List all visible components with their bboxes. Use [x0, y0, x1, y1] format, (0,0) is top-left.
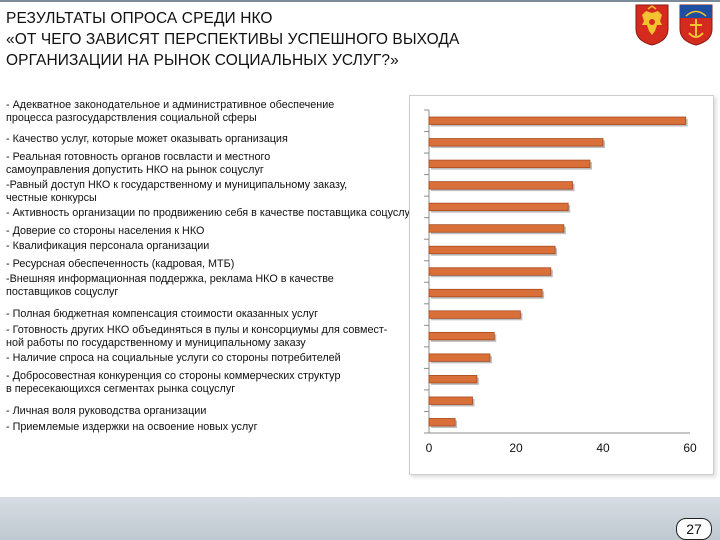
bar — [428, 138, 604, 147]
category-label-line: ной работы по государственному и муницип… — [6, 336, 306, 349]
bar — [428, 202, 569, 212]
bar — [428, 245, 556, 255]
footer-bar — [0, 497, 720, 540]
bar — [428, 375, 478, 384]
category-label-line: поставщиков соцуслуг — [6, 285, 119, 298]
category-label: - Активность организации по продвижению … — [6, 207, 454, 220]
category-label-line: в пересекающихся сегментах рынка соцуслу… — [6, 382, 236, 395]
category-label-line: честные конкурсы — [6, 191, 97, 204]
bar — [428, 267, 552, 276]
title-line-3: ОРГАНИЗАЦИИ НА РЫНОК СОЦИАЛЬНЫХ УСЛУГ?» — [6, 52, 399, 69]
bar — [428, 418, 456, 427]
category-label: -Внешняя информационная поддержка, рекла… — [6, 273, 454, 298]
category-label: - Реальная готовность органов госвласти … — [6, 151, 454, 176]
category-label-line: - Добросовестная конкуренция со стороны … — [6, 370, 341, 382]
category-label: - Готовность других НКО объединяться в п… — [6, 324, 454, 349]
category-label-line: - Ресурсная обеспеченность (кадровая, МТ… — [6, 258, 235, 270]
bar — [428, 224, 565, 233]
russia-coat-of-arms-icon — [635, 4, 669, 46]
category-label-line: - Адекватное законодательное и администр… — [6, 99, 335, 111]
category-label: -Равный доступ НКО к государственному и … — [6, 179, 454, 204]
category-label-line: - Полная бюджетная компенсация стоимости… — [6, 308, 319, 320]
category-label: - Доверие со стороны населения к НКО — [6, 225, 454, 238]
category-label: - Полная бюджетная компенсация стоимости… — [6, 308, 454, 321]
x-tick-label: 40 — [596, 441, 610, 455]
category-label: - Добросовестная конкуренция со стороны … — [6, 370, 454, 395]
category-label-line: самоуправления допустить НКО на рынок со… — [6, 163, 264, 176]
murmansk-region-coat-of-arms-icon — [679, 4, 713, 46]
header-bar — [0, 0, 720, 2]
bar — [428, 159, 591, 168]
bar — [428, 331, 495, 341]
category-label: - Качество услуг, которые может оказыват… — [6, 133, 454, 146]
page-title: РЕЗУЛЬТАТЫ ОПРОСА СРЕДИ НКО «ОТ ЧЕГО ЗАВ… — [6, 8, 616, 71]
bar — [428, 116, 687, 125]
title-line-1: РЕЗУЛЬТАТЫ ОПРОСА СРЕДИ НКО — [6, 10, 273, 27]
category-label-line: процесса разгосударствления социальной с… — [6, 111, 257, 124]
page-number: 27 — [676, 518, 712, 540]
category-label-line: - Готовность других НКО объединяться в п… — [6, 324, 388, 336]
bar — [428, 288, 543, 298]
category-label-line: -Внешняя информационная поддержка, рекла… — [6, 273, 334, 285]
bar — [428, 310, 521, 319]
category-label-line: - Наличие спроса на социальные услуги со… — [6, 352, 341, 364]
x-tick-label: 60 — [683, 441, 697, 455]
category-label-line: - Квалификация персонала организации — [6, 240, 210, 252]
category-label: - Наличие спроса на социальные услуги со… — [6, 352, 454, 365]
bar — [428, 181, 573, 190]
x-tick-label: 20 — [509, 441, 523, 455]
category-label: - Ресурсная обеспеченность (кадровая, МТ… — [6, 258, 454, 271]
category-label-line: - Приемлемые издержки на освоение новых … — [6, 421, 258, 433]
chart-frame — [409, 95, 714, 475]
category-label-line: - Личная воля руководства организации — [6, 405, 207, 417]
category-label-line: - Доверие со стороны населения к НКО — [6, 225, 205, 237]
category-label-line: - Качество услуг, которые может оказыват… — [6, 133, 288, 145]
category-label: - Приемлемые издержки на освоение новых … — [6, 421, 454, 434]
category-label: - Личная воля руководства организации — [6, 405, 454, 418]
bar — [428, 353, 491, 362]
title-line-2: «ОТ ЧЕГО ЗАВИСЯТ ПЕРСПЕКТИВЫ УСПЕШНОГО В… — [6, 31, 460, 48]
bar — [428, 396, 473, 405]
category-label: - Квалификация персонала организации — [6, 240, 454, 253]
category-label-line: - Активность организации по продвижению … — [6, 207, 414, 219]
category-label-line: -Равный доступ НКО к государственному и … — [6, 179, 348, 191]
category-labels: - Адекватное законодательное и администр… — [6, 99, 454, 434]
category-label-line: - Реальная готовность органов госвласти … — [6, 151, 271, 163]
x-tick-label: 0 — [426, 441, 433, 455]
category-label: - Адекватное законодательное и администр… — [6, 99, 454, 124]
